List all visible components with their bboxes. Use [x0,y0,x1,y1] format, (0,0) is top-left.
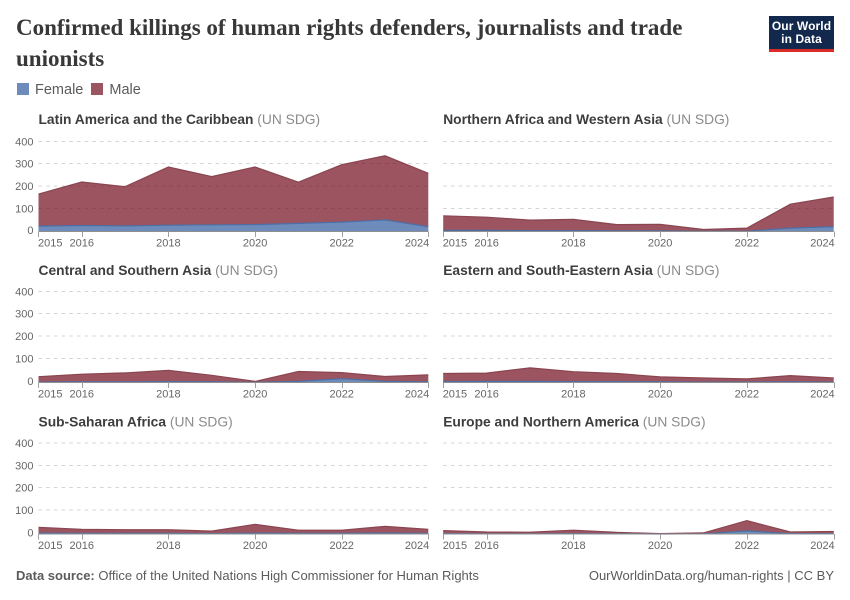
svg-text:2024: 2024 [810,238,834,250]
svg-text:400: 400 [15,137,33,149]
svg-text:100: 100 [15,354,33,366]
svg-text:2022: 2022 [329,389,353,401]
svg-text:2015: 2015 [443,389,467,401]
svg-text:2020: 2020 [243,389,267,401]
svg-text:2016: 2016 [474,238,498,250]
svg-text:2016: 2016 [70,238,94,250]
svg-text:2015: 2015 [38,540,62,552]
svg-text:Eastern and South-Eastern Asia: Eastern and South-Eastern Asia (UN SDG) [443,263,719,278]
svg-text:2016: 2016 [70,389,94,401]
svg-text:Sub-Saharan Africa (UN SDG): Sub-Saharan Africa (UN SDG) [39,415,233,430]
svg-text:2024: 2024 [810,389,834,401]
svg-text:2022: 2022 [735,389,759,401]
svg-text:2020: 2020 [243,540,267,552]
svg-text:200: 200 [15,181,33,193]
svg-text:Latin America and the Caribbea: Latin America and the Caribbean (UN SDG) [39,112,321,127]
svg-text:2015: 2015 [38,389,62,401]
svg-text:2022: 2022 [735,238,759,250]
svg-text:2015: 2015 [443,238,467,250]
svg-text:2022: 2022 [735,540,759,552]
svg-text:2024: 2024 [405,389,429,401]
svg-text:2020: 2020 [243,238,267,250]
svg-text:100: 100 [15,505,33,517]
svg-text:300: 300 [15,461,33,473]
svg-text:2022: 2022 [329,540,353,552]
svg-text:300: 300 [15,309,33,321]
svg-text:2015: 2015 [38,238,62,250]
svg-text:2020: 2020 [648,238,672,250]
svg-text:Central and Southern Asia (UN: Central and Southern Asia (UN SDG) [39,263,278,278]
svg-text:2024: 2024 [810,540,834,552]
svg-text:300: 300 [15,159,33,171]
svg-text:2018: 2018 [156,238,180,250]
svg-text:2018: 2018 [561,540,585,552]
svg-text:Northern Africa and Western As: Northern Africa and Western Asia (UN SDG… [443,112,729,127]
svg-text:2020: 2020 [648,389,672,401]
svg-text:100: 100 [15,204,33,216]
svg-text:2018: 2018 [156,540,180,552]
svg-text:Europe and Northern America (U: Europe and Northern America (UN SDG) [443,415,705,430]
svg-text:0: 0 [27,376,33,388]
svg-text:400: 400 [15,287,33,299]
svg-text:2018: 2018 [561,238,585,250]
svg-text:0: 0 [27,225,33,237]
svg-text:2015: 2015 [443,540,467,552]
svg-text:200: 200 [15,331,33,343]
svg-text:2024: 2024 [405,238,429,250]
svg-text:2016: 2016 [70,540,94,552]
svg-text:2018: 2018 [156,389,180,401]
svg-text:2022: 2022 [329,238,353,250]
svg-text:200: 200 [15,483,33,495]
svg-text:400: 400 [15,438,33,450]
svg-text:0: 0 [27,528,33,540]
svg-text:2018: 2018 [561,389,585,401]
svg-text:2016: 2016 [474,389,498,401]
svg-text:2016: 2016 [474,540,498,552]
svg-text:2020: 2020 [648,540,672,552]
svg-text:2024: 2024 [405,540,429,552]
